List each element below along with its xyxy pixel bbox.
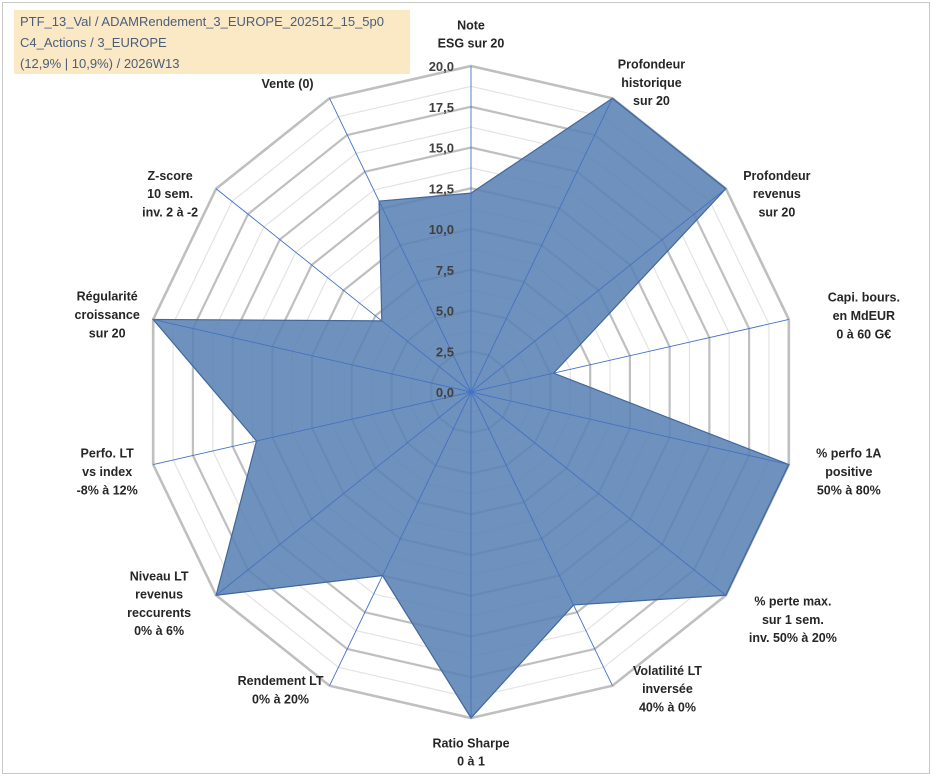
axis-label: 0 à 1	[457, 755, 485, 769]
axis-label: croissance	[75, 308, 140, 322]
axis-label: sur 1 sem.	[762, 613, 824, 627]
tick-label: 10,0	[429, 222, 454, 237]
portfolio-category: C4_Actions / 3_EUROPE	[20, 35, 167, 50]
axis-spoke	[329, 391, 472, 686]
axis-spoke	[470, 98, 613, 393]
radar-axis-labels: Note ESG sur 20 Profondeur historique sur 20…	[75, 18, 900, 768]
axis-label: Note	[457, 18, 485, 32]
axis-label: inv. 2 à -2	[142, 206, 198, 220]
portfolio-name: PTF_13_Val / ADAMRendement_3_EUROPE_2025…	[20, 14, 384, 29]
tick-label: 2,5	[436, 344, 454, 359]
radar-series	[151, 66, 790, 719]
axis-label: positive	[825, 465, 872, 479]
axis-label: 0% à 20%	[252, 692, 309, 706]
axis-label: % perfo 1A	[816, 447, 881, 461]
axis-spoke	[153, 391, 472, 465]
axis-label: 40% à 0%	[639, 701, 696, 715]
axis-label: Volatilité LT	[633, 664, 702, 678]
axis-label: 0 à 60 G€	[836, 327, 891, 341]
axis-spoke	[215, 391, 472, 596]
axis-label: ESG sur 20	[438, 37, 505, 51]
axis-label: en MdEUR	[833, 309, 896, 323]
axis-label: revenus	[753, 187, 801, 201]
tick-label: 20,0	[429, 59, 454, 74]
axis-label: Perfo. LT	[81, 447, 135, 461]
axis-label: 10 sem.	[147, 187, 193, 201]
portfolio-info-box: PTF_13_Val / ADAMRendement_3_EUROPE_2025…	[14, 10, 410, 74]
tick-label: 5,0	[436, 304, 454, 319]
axis-label: Ratio Sharpe	[432, 736, 509, 750]
axis-label: historique	[621, 76, 681, 90]
axis-spoke	[153, 319, 472, 393]
axis-spoke	[329, 98, 472, 393]
axis-spoke	[470, 391, 789, 465]
axis-label: Rendement LT	[238, 674, 324, 688]
axis-label: inversée	[642, 682, 693, 696]
tick-label: 0,0	[436, 385, 454, 400]
axis-label: -8% à 12%	[77, 483, 138, 497]
tick-label: 12,5	[429, 181, 454, 196]
axis-label: 0% à 6%	[134, 624, 184, 638]
axis-label: inv. 50% à 20%	[749, 631, 837, 645]
axis-label: % perte max.	[754, 594, 831, 608]
axis-label: revenus	[135, 588, 183, 602]
tick-label: 17,5	[429, 100, 454, 115]
axis-label: Profondeur	[618, 57, 685, 71]
axis-label: sur 20	[89, 326, 126, 340]
axis-label: sur 20	[633, 94, 670, 108]
axis-label: Capi. bours.	[828, 291, 900, 305]
radar-tick-labels: 0,0 2,5 5,0 7,5 10,0 12,5 15,0 17,5 20,0	[429, 59, 454, 400]
axis-label: Z-score	[148, 169, 193, 183]
axis-label: Régularité	[77, 290, 138, 304]
axis-label: Niveau LT	[130, 569, 189, 583]
tick-label: 15,0	[429, 141, 454, 156]
axis-label: 50% à 80%	[817, 483, 881, 497]
axis-label: Profondeur	[743, 169, 810, 183]
axis-label: reccurents	[127, 606, 191, 620]
axis-spoke	[470, 319, 789, 393]
axis-spoke	[470, 391, 613, 686]
axis-label: vs index	[82, 465, 132, 479]
axis-spoke	[470, 188, 727, 393]
axis-label: sur 20	[758, 206, 795, 220]
portfolio-stats: (12,9% | 10,9%) / 2026W13	[20, 56, 180, 71]
axis-label: Vente (0)	[261, 77, 313, 91]
tick-label: 7,5	[436, 263, 454, 278]
axis-spoke	[470, 391, 727, 596]
axis-spoke	[215, 188, 472, 393]
